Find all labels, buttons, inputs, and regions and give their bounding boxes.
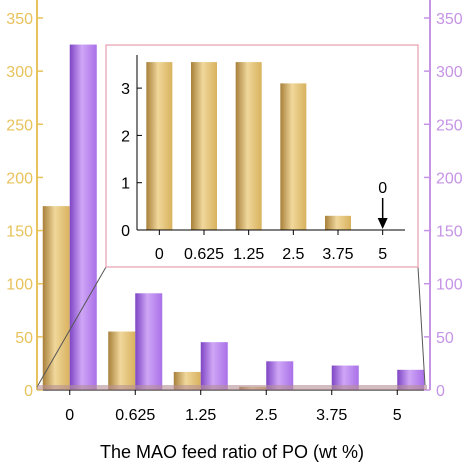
inset-x-ticks: 0 0.625 1.25 2.5 3.75 5 — [155, 230, 387, 263]
inset-y-tick-label: 3 — [121, 81, 130, 98]
left-y-tick-label: 150 — [6, 224, 33, 241]
right-y-tick-label: 200 — [436, 170, 463, 187]
x-tick-label: 2.5 — [255, 407, 277, 424]
inset-annotation: 0 — [377, 180, 388, 229]
right-y-tick-label: 250 — [436, 117, 463, 134]
inset-y-tick-label: 1 — [121, 176, 130, 193]
inset-bar-1 — [191, 62, 217, 231]
x-tick-label: 0.625 — [115, 407, 155, 424]
right-series-bar-0 — [69, 44, 97, 390]
inset-x-tick-label: 5 — [378, 246, 387, 263]
right-y-tick-label: 50 — [436, 330, 454, 347]
left-y-tick-label: 0 — [24, 383, 33, 400]
right-y-tick-label: 350 — [436, 11, 463, 28]
inset-annotation-label: 0 — [378, 180, 387, 197]
zoom-connector-right — [417, 266, 426, 386]
x-tick-label: 5 — [393, 407, 402, 424]
left-y-tick-label: 100 — [6, 277, 33, 294]
inset-y-ticks: 0 1 2 3 — [121, 81, 142, 240]
right-y-tick-label: 150 — [436, 224, 463, 241]
right-series-bar-5 — [397, 369, 425, 390]
left-y-tick-label: 50 — [15, 330, 33, 347]
x-ticks: 0 0.625 1.25 2.5 3.75 5 — [65, 390, 402, 424]
right-y-tick-label: 0 — [436, 383, 445, 400]
left-y-tick-label: 200 — [6, 170, 33, 187]
right-y-tick-label: 300 — [436, 64, 463, 81]
inset-chart: 0 1 2 3 0 0.625 1.25 2.5 3.75 5 0 — [105, 44, 419, 268]
left-series-bar-0 — [42, 206, 70, 390]
zoom-connector-left — [36, 266, 107, 388]
inset-y-tick-label: 2 — [121, 128, 130, 145]
inset-bar-4 — [325, 215, 351, 230]
down-arrow-icon — [377, 218, 388, 229]
inset-x-tick-label: 1.25 — [233, 246, 264, 263]
x-tick-label: 0 — [65, 407, 74, 424]
x-tick-label: 1.25 — [185, 407, 216, 424]
zoom-region-band — [37, 385, 427, 390]
right-series-bar-1 — [135, 293, 163, 390]
left-series-bar-1 — [108, 331, 136, 390]
inset-bar-2 — [235, 62, 262, 231]
inset-x-tick-label: 3.75 — [322, 246, 353, 263]
x-tick-label: 3.75 — [316, 407, 347, 424]
inset-x-tick-label: 2.5 — [282, 246, 304, 263]
left-y-tick-label: 350 — [6, 11, 33, 28]
left-y-ticks: 0 50 100 150 200 250 300 350 — [6, 11, 43, 400]
x-axis-title: The MAO feed ratio of PO (wt %) — [100, 442, 364, 462]
inset-x-tick-label: 0 — [155, 246, 164, 263]
right-series-bar-2 — [200, 342, 228, 390]
inset-y-tick-label: 0 — [121, 223, 130, 240]
inset-bars — [146, 62, 351, 231]
right-y-ticks: 0 50 100 150 200 250 300 350 — [424, 11, 463, 400]
left-y-tick-label: 250 — [6, 117, 33, 134]
right-y-tick-label: 100 — [436, 277, 463, 294]
inset-bar-3 — [280, 83, 307, 230]
inset-x-tick-label: 0.625 — [184, 246, 224, 263]
inset-bar-0 — [146, 62, 173, 231]
left-y-tick-label: 300 — [6, 64, 33, 81]
